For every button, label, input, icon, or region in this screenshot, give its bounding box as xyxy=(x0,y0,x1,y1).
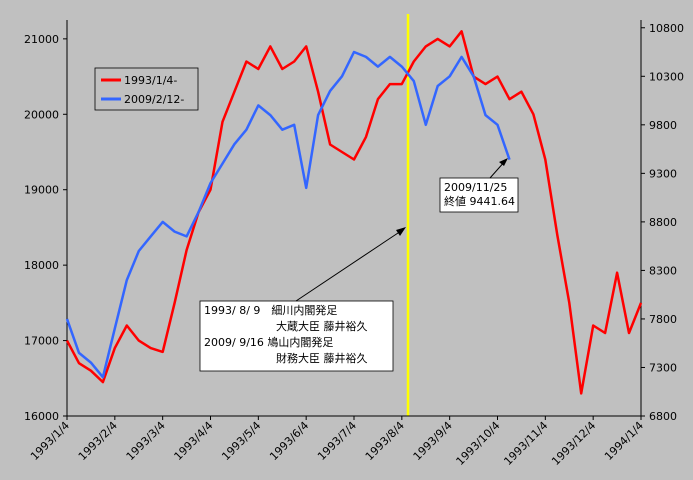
x-tick-label: 1993/4/4 xyxy=(171,419,215,463)
legend-label: 1993/1/4- xyxy=(124,74,177,87)
x-tick-label: 1993/8/4 xyxy=(363,419,407,463)
x-tick-label: 1993/12/4 xyxy=(549,419,598,468)
y2-tick-label: 10300 xyxy=(649,70,684,83)
annotation-box xyxy=(439,177,519,213)
annotation-text: 大蔵大臣 藤井裕久 xyxy=(276,319,368,333)
x-tick-label: 1993/1/4 xyxy=(28,419,72,463)
x-tick-label: 1993/2/4 xyxy=(76,419,120,463)
annotation-text: 2009/11/25 xyxy=(444,181,507,194)
x-tick-label: 1994/1/4 xyxy=(602,419,646,463)
annotation-text: 2009/ 9/16 鳩山内閣発足 xyxy=(204,335,333,349)
y2-tick-label: 8300 xyxy=(649,264,677,277)
annotation-text: 財務大臣 藤井裕久 xyxy=(276,351,368,365)
y2-tick-label: 6800 xyxy=(649,410,677,423)
y-tick-label: 21000 xyxy=(24,33,59,46)
y2-tick-label: 9800 xyxy=(649,119,677,132)
legend xyxy=(94,67,199,111)
series-line xyxy=(65,30,643,395)
x-tick-label: 1993/5/4 xyxy=(219,419,263,463)
annotation-box xyxy=(199,300,394,372)
y-tick-label: 17000 xyxy=(24,335,59,348)
x-tick-label: 1993/3/4 xyxy=(124,419,168,463)
y-tick-label: 16000 xyxy=(24,410,59,423)
x-tick-label: 1993/11/4 xyxy=(501,419,550,468)
x-tick-label: 1993/9/4 xyxy=(411,419,455,463)
y-tick-label: 19000 xyxy=(24,184,59,197)
y2-tick-label: 9300 xyxy=(649,167,677,180)
series-line xyxy=(65,50,511,379)
y2-tick-label: 7800 xyxy=(649,313,677,326)
x-tick-label: 1993/7/4 xyxy=(315,419,359,463)
y-tick-label: 18000 xyxy=(24,259,59,272)
annotation-arrow xyxy=(295,228,405,302)
y2-tick-label: 8800 xyxy=(649,216,677,229)
arrow-head xyxy=(396,227,406,236)
x-tick-label: 1993/10/4 xyxy=(454,419,503,468)
annotation-text: 1993/ 8/ 9 細川内閣発足 xyxy=(204,303,337,317)
y2-tick-label: 7300 xyxy=(649,361,677,374)
annotation-text: 終値 9441.64 xyxy=(444,194,515,208)
legend-label: 2009/2/12- xyxy=(124,93,184,106)
y-tick-label: 20000 xyxy=(24,108,59,121)
arrow-head xyxy=(499,158,508,166)
y2-tick-label: 10800 xyxy=(649,22,684,35)
x-tick-label: 1993/6/4 xyxy=(267,419,311,463)
